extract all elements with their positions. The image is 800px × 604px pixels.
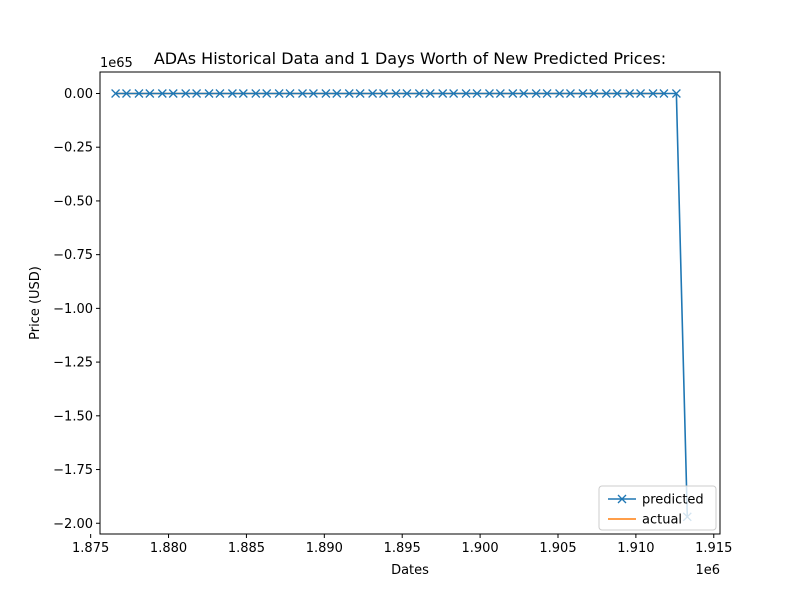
data-point-predicted bbox=[519, 89, 529, 98]
y-axis: 0.00 −0.25 −0.50 −0.75 −1.00 −1.25 −1.50 −1.75 −… bbox=[53, 87, 100, 532]
data-point-predicted bbox=[215, 89, 225, 98]
legend-label: actual bbox=[642, 513, 682, 528]
data-point-predicted bbox=[332, 89, 342, 98]
data-point-predicted bbox=[565, 89, 575, 98]
y-tick-label: −1.25 bbox=[53, 356, 93, 371]
data-point-predicted bbox=[495, 89, 505, 98]
data-point-predicted bbox=[355, 89, 365, 98]
y-tick-label: −1.75 bbox=[53, 463, 93, 478]
data-point-predicted bbox=[379, 89, 388, 98]
x-tick-label: 1.890 bbox=[306, 541, 343, 556]
data-point-predicted bbox=[251, 89, 261, 98]
legend-item-predicted: predicted bbox=[608, 493, 704, 508]
x-tick-label: 1.905 bbox=[539, 541, 576, 556]
data-point-predicted bbox=[625, 89, 635, 98]
x-axis-label: Dates bbox=[391, 563, 429, 578]
legend-label: predicted bbox=[642, 493, 704, 508]
y-tick-label: 0.00 bbox=[64, 87, 93, 102]
data-point-predicted bbox=[531, 89, 541, 98]
data-point-predicted bbox=[238, 89, 248, 98]
data-point-predicted bbox=[157, 89, 167, 98]
data-point-predicted bbox=[111, 89, 121, 98]
data-point-predicted bbox=[298, 89, 307, 98]
data-point-predicted bbox=[402, 89, 412, 98]
x-tick-label: 1.885 bbox=[228, 541, 265, 556]
x-tick-label: 1.900 bbox=[461, 541, 498, 556]
data-point-predicted bbox=[636, 89, 646, 98]
data-point-predicted bbox=[344, 89, 354, 98]
data-point-predicted bbox=[425, 89, 435, 98]
data-point-predicted bbox=[659, 89, 669, 98]
data-point-predicted bbox=[134, 89, 144, 98]
series-line-predicted bbox=[115, 92, 689, 517]
data-point-predicted bbox=[274, 89, 284, 98]
legend-item-actual: actual bbox=[608, 513, 682, 528]
x-tick-label: 1.880 bbox=[150, 541, 187, 556]
data-point-predicted bbox=[391, 89, 401, 98]
data-point-predicted bbox=[601, 89, 611, 98]
data-point-predicted bbox=[308, 89, 318, 98]
data-point-predicted bbox=[122, 89, 131, 98]
data-point-predicted bbox=[227, 89, 237, 98]
x-axis: 1.875 1.880 1.885 1.890 1.895 1.900 1.905 1.910… bbox=[72, 534, 732, 556]
x-tick-label: 1.875 bbox=[72, 541, 109, 556]
data-point-predicted bbox=[555, 89, 565, 98]
y-tick-label: −0.50 bbox=[53, 194, 93, 209]
axes-frame bbox=[99, 71, 721, 535]
data-point-predicted bbox=[192, 89, 202, 98]
data-point-predicted bbox=[612, 89, 622, 98]
data-point-predicted bbox=[671, 89, 681, 98]
chart-title: ADAs Historical Data and 1 Days Worth of… bbox=[154, 49, 666, 68]
data-point-predicted bbox=[181, 89, 191, 98]
data-point-predicted bbox=[168, 89, 178, 98]
y-tick-label: −0.25 bbox=[53, 141, 93, 156]
data-point-predicted bbox=[368, 89, 378, 98]
data-point-predicted bbox=[472, 89, 482, 98]
data-point-predicted bbox=[204, 89, 214, 98]
y-tick-label: −0.75 bbox=[53, 248, 93, 263]
data-point-predicted bbox=[321, 89, 331, 98]
data-point-predicted bbox=[589, 89, 599, 98]
data-point-predicted bbox=[648, 89, 658, 98]
x-tick-label: 1.895 bbox=[384, 541, 421, 556]
x-tick-label: 1.915 bbox=[695, 541, 732, 556]
legend: predicted actual bbox=[598, 485, 717, 531]
y-tick-label: −2.00 bbox=[53, 517, 93, 532]
data-point-predicted bbox=[414, 89, 424, 98]
data-point-predicted bbox=[461, 89, 471, 98]
y-axis-label: Price (USD) bbox=[28, 266, 43, 340]
data-point-predicted bbox=[449, 89, 459, 98]
data-point-predicted bbox=[484, 89, 494, 98]
data-point-predicted bbox=[508, 89, 518, 98]
y-tick-label: −1.50 bbox=[53, 409, 93, 424]
y-tick-label: −1.00 bbox=[53, 302, 93, 317]
data-point-predicted bbox=[285, 89, 295, 98]
y-axis-offset-label: 1e65 bbox=[100, 56, 133, 71]
data-point-predicted bbox=[542, 89, 552, 98]
data-point-predicted bbox=[578, 89, 588, 98]
x-axis-offset-label: 1e6 bbox=[695, 563, 720, 578]
data-point-predicted bbox=[145, 89, 155, 98]
x-tick-label: 1.910 bbox=[617, 541, 654, 556]
data-point-predicted bbox=[438, 89, 448, 98]
data-point-predicted bbox=[262, 89, 272, 98]
